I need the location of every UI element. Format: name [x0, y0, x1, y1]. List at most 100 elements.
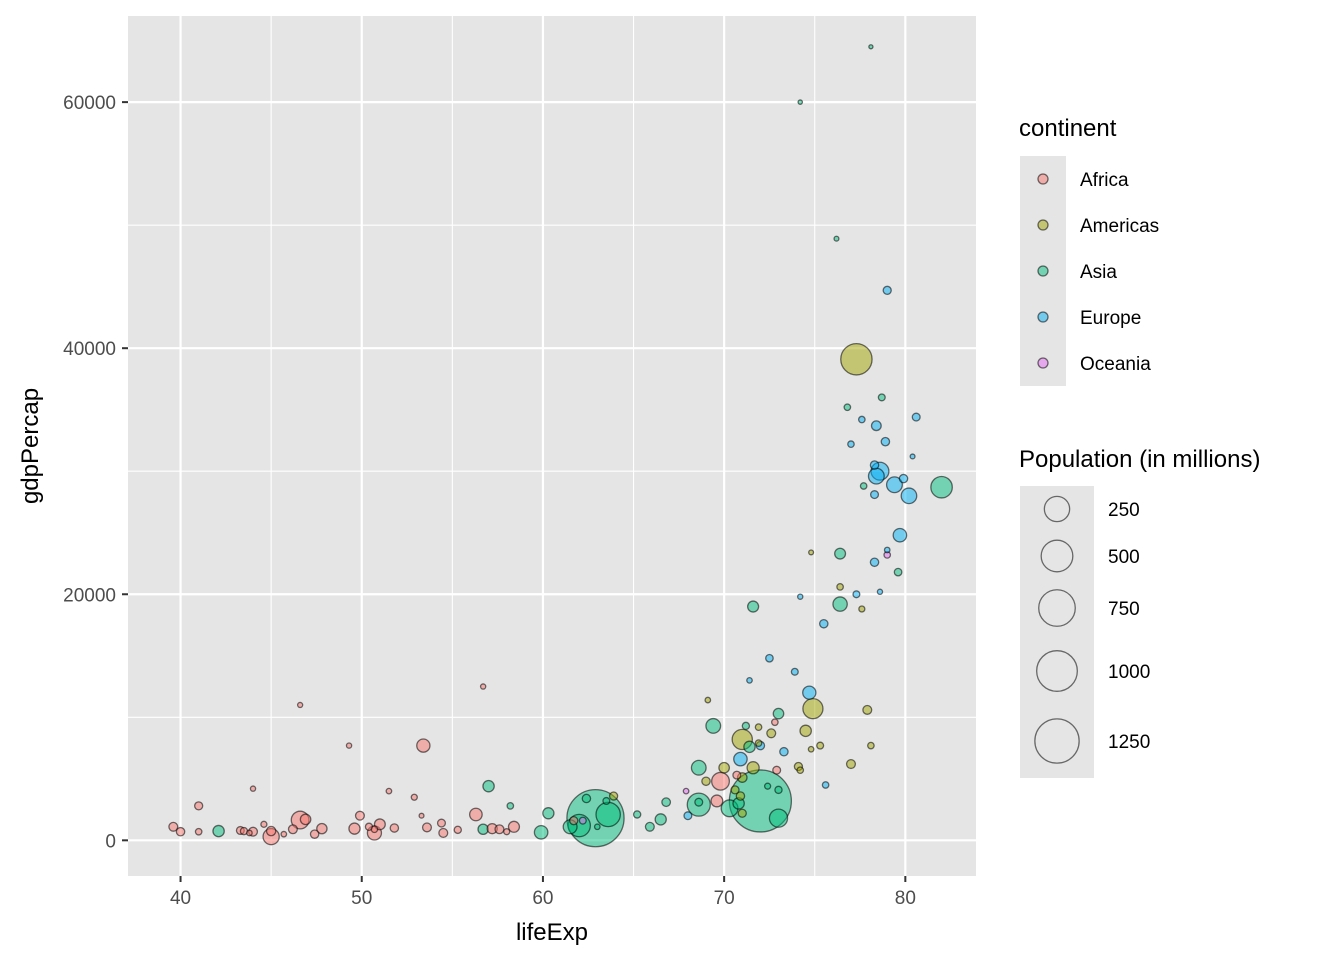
data-point-europe: [818, 618, 829, 629]
data-point-americas: [836, 583, 844, 591]
data-point-americas: [701, 776, 711, 787]
legend-label-africa: Africa: [1080, 170, 1129, 191]
data-point-europe: [796, 593, 804, 600]
data-point-asia: [212, 824, 225, 838]
legend-key-europe-icon: [1037, 311, 1049, 323]
data-point-africa: [479, 683, 487, 690]
data-point-asia: [877, 393, 886, 402]
size-legend-key-1000-icon: [1036, 650, 1078, 692]
data-point-asia: [868, 44, 874, 50]
data-point-asia: [661, 797, 672, 808]
legend-key-asia-icon: [1037, 265, 1049, 277]
data-point-africa: [385, 787, 393, 795]
size-legend-key-250-icon: [1043, 495, 1071, 523]
data-point-africa: [287, 824, 298, 835]
data-point-europe: [683, 811, 693, 821]
data-point-asia: [772, 707, 785, 720]
major-gridlines: [128, 16, 976, 876]
data-point-africa: [418, 812, 425, 819]
data-point-asia: [595, 801, 621, 828]
legend-key-africa-icon: [1037, 173, 1049, 185]
data-point-europe: [870, 420, 882, 432]
data-point-africa: [416, 738, 431, 753]
data-point-europe: [857, 415, 866, 424]
data-point-asia: [893, 567, 903, 577]
data-point-americas: [858, 605, 866, 613]
y-tick-label: 0: [105, 831, 116, 852]
data-point-africa: [345, 742, 353, 749]
data-point-europe: [898, 473, 909, 484]
data-point-americas: [766, 728, 777, 739]
legend-label-europe: Europe: [1080, 308, 1141, 329]
data-point-americas: [730, 785, 740, 795]
data-point-africa: [389, 823, 400, 833]
data-point-americas: [735, 791, 746, 801]
data-point-africa: [249, 785, 257, 792]
data-point-europe: [869, 460, 880, 470]
data-point-asia: [533, 824, 549, 840]
x-tick-label: 50: [351, 888, 372, 909]
data-point-africa: [265, 825, 277, 837]
legend-label-americas: Americas: [1080, 216, 1159, 237]
data-point-asia: [843, 403, 852, 412]
data-point-europe: [821, 781, 830, 789]
data-point-asia: [833, 235, 840, 242]
data-point-africa: [711, 771, 731, 791]
data-point-americas: [840, 342, 873, 376]
data-point-europe: [779, 746, 789, 757]
data-point-europe: [880, 436, 891, 447]
continent-legend-title: continent: [1019, 115, 1117, 142]
size-legend-label-500: 500: [1108, 547, 1140, 568]
data-point-europe: [802, 685, 817, 700]
data-point-asia: [482, 779, 495, 793]
data-point-africa: [175, 826, 186, 837]
data-point-asia: [602, 796, 611, 806]
data-point-europe: [876, 588, 884, 596]
continent-legend: continent Africa Americas Asia Europe Oceani…: [1019, 115, 1159, 386]
size-legend-label-250: 250: [1108, 500, 1140, 521]
data-point-africa: [348, 822, 361, 835]
data-point-asia: [705, 717, 722, 734]
legend-key-oceania-icon: [1037, 357, 1049, 369]
population-legend-key-background: [1020, 486, 1094, 778]
data-point-africa: [316, 822, 328, 835]
data-point-europe: [900, 487, 918, 505]
size-legend-label-1250: 1250: [1108, 732, 1150, 753]
data-point-africa: [421, 822, 433, 833]
data-point-africa: [507, 820, 521, 833]
data-point-europe: [885, 476, 903, 494]
legend-label-asia: Asia: [1080, 262, 1117, 283]
data-point-americas: [754, 723, 763, 732]
size-legend-label-1000: 1000: [1108, 662, 1150, 683]
data-point-americas: [816, 741, 825, 750]
data-point-europe: [909, 453, 916, 460]
y-tick-label: 60000: [63, 93, 116, 114]
data-point-americas: [718, 761, 731, 774]
data-point-americas: [796, 766, 805, 775]
minor-gridlines: [128, 16, 976, 876]
data-point-africa: [503, 828, 511, 836]
data-point-africa: [280, 830, 288, 838]
size-legend-key-500-icon: [1040, 539, 1074, 573]
data-point-africa: [771, 718, 779, 727]
x-axis-title: lifeExp: [516, 919, 588, 946]
data-point-africa: [710, 794, 724, 808]
data-point-americas: [746, 761, 760, 775]
data-point-africa: [732, 770, 742, 780]
data-point-asia: [542, 807, 555, 820]
data-point-americas: [808, 549, 815, 556]
data-point-asia: [768, 808, 789, 828]
size-legend-key-1250-icon: [1034, 718, 1080, 764]
data-point-americas: [867, 741, 875, 750]
size-legend-key-750-icon: [1038, 589, 1076, 627]
data-point-africa: [453, 825, 463, 835]
data-point-africa: [569, 815, 579, 826]
data-point-asia: [741, 721, 751, 731]
y-tick-label: 40000: [63, 339, 116, 360]
data-point-europe: [911, 412, 921, 422]
data-point-europe: [882, 285, 892, 296]
size-legend-label-750: 750: [1108, 599, 1140, 620]
data-point-africa: [194, 827, 203, 836]
data-point-asia: [746, 600, 760, 613]
